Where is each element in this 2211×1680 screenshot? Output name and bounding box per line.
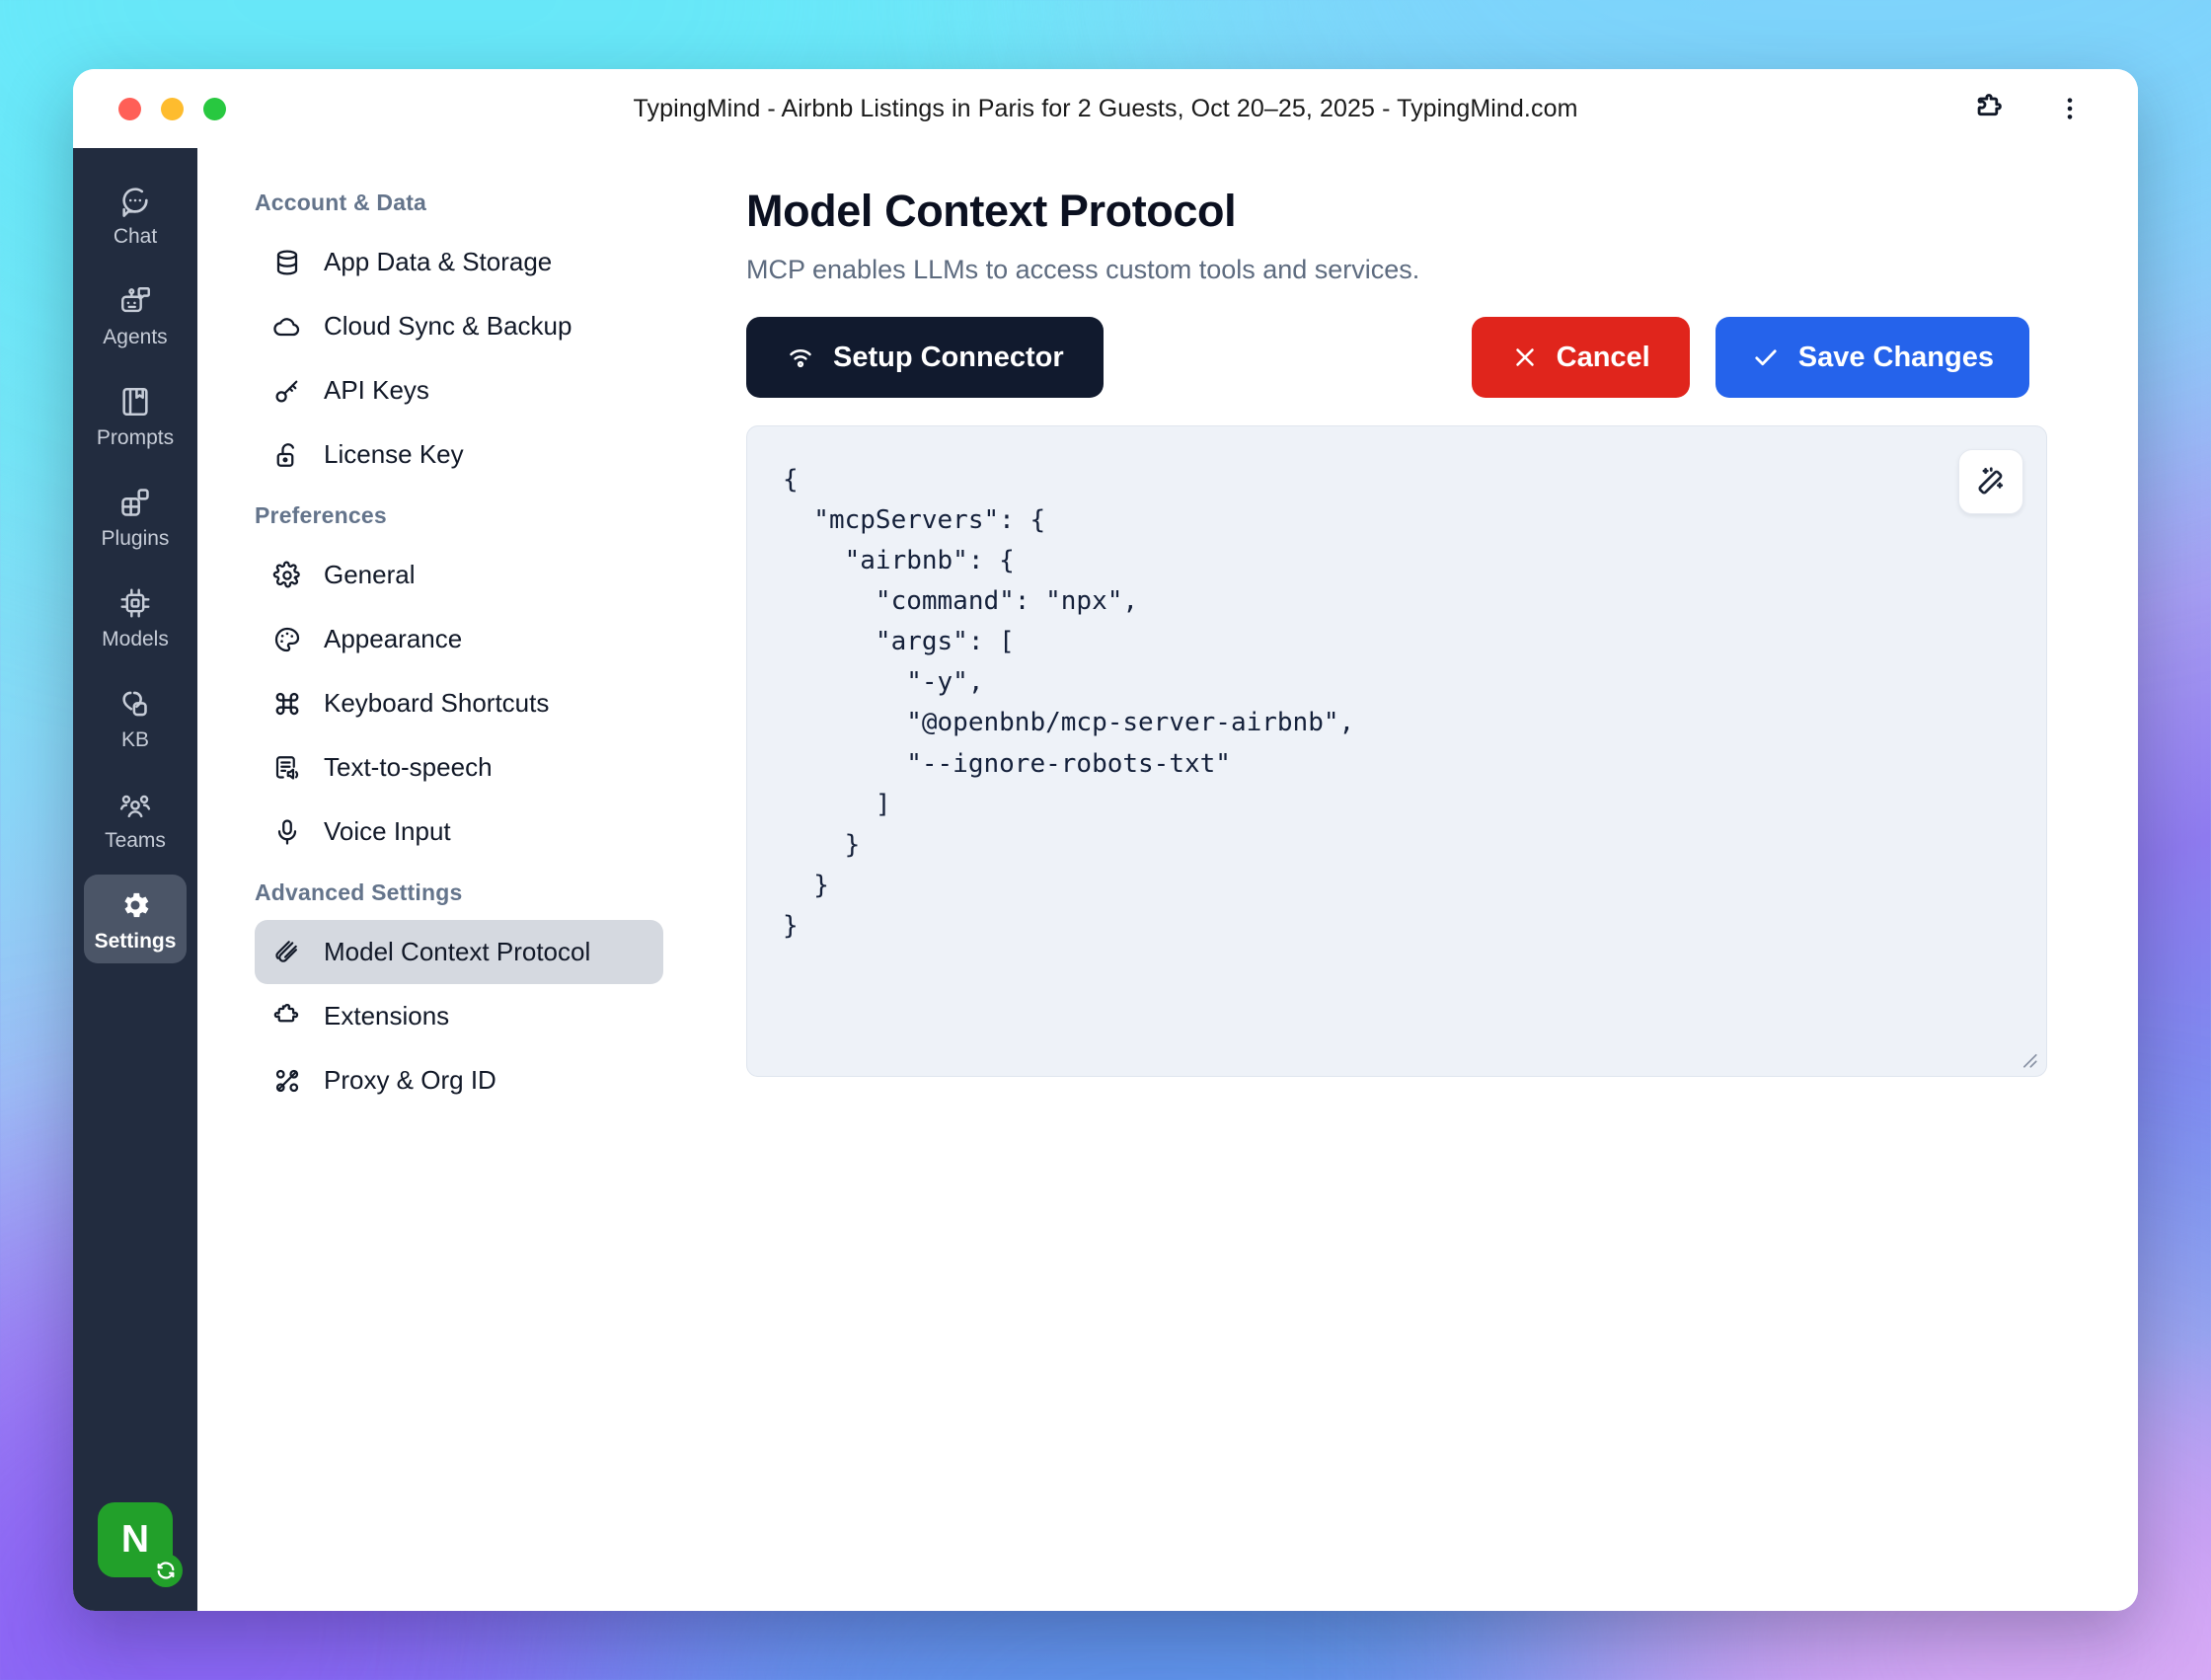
nav-item-model-context-protocol[interactable]: Model Context Protocol	[255, 920, 663, 984]
nav-item-label: Appearance	[324, 624, 463, 653]
layers-icon	[118, 687, 152, 721]
wifi-icon	[786, 343, 815, 372]
setup-connector-button[interactable]: Setup Connector	[746, 317, 1104, 398]
sync-icon	[149, 1554, 183, 1587]
rail-item-plugins[interactable]: Plugins	[84, 472, 187, 561]
close-window-button[interactable]	[118, 97, 141, 120]
page-subtitle: MCP enables LLMs to access custom tools …	[746, 255, 1420, 284]
nav-item-label: Keyboard Shortcuts	[324, 688, 550, 718]
nav-group-title-preferences: Preferences	[255, 502, 387, 528]
settings-nav: Account & Data App Data & Storage	[197, 148, 691, 1611]
maximize-window-button[interactable]	[203, 97, 226, 120]
traffic-lights	[103, 97, 226, 120]
rail-item-label: Plugins	[101, 527, 170, 550]
nav-group-title-advanced: Advanced Settings	[255, 879, 463, 905]
nav-item-label: Cloud Sync & Backup	[324, 311, 572, 341]
nav-item-appearance[interactable]: Appearance	[255, 607, 663, 671]
nav-item-general[interactable]: General	[255, 543, 663, 607]
nav-item-cloud-sync-backup[interactable]: Cloud Sync & Backup	[255, 294, 663, 358]
cancel-label: Cancel	[1556, 341, 1650, 373]
window-titlebar: TypingMind - Airbnb Listings in Paris fo…	[73, 69, 2138, 148]
nodes-icon	[272, 1066, 302, 1096]
primary-nav-rail: Chat Agents	[73, 148, 197, 1611]
rail-item-chat[interactable]: Chat	[84, 170, 187, 259]
database-icon	[272, 248, 302, 277]
nav-item-label: License Key	[324, 439, 464, 469]
rail-item-models[interactable]: Models	[84, 573, 187, 661]
rail-item-label: Prompts	[96, 426, 175, 449]
nav-item-label: App Data & Storage	[324, 247, 553, 276]
nav-item-label: Proxy & Org ID	[324, 1065, 496, 1095]
nav-group-title-account: Account & Data	[255, 190, 427, 215]
nav-item-app-data-storage[interactable]: App Data & Storage	[255, 230, 663, 294]
action-bar: Setup Connector Cancel	[746, 317, 2029, 398]
puzzle-icon	[272, 1002, 302, 1031]
app-window: TypingMind - Airbnb Listings in Paris fo…	[73, 69, 2138, 1611]
rail-item-label: Models	[102, 628, 169, 650]
mcp-config-textarea[interactable]	[746, 425, 2047, 1077]
extension-puzzle-icon[interactable]	[1972, 92, 2006, 125]
nav-item-label: Model Context Protocol	[324, 937, 591, 966]
palette-icon	[272, 625, 302, 654]
nav-item-label: Extensions	[324, 1001, 450, 1031]
book-icon	[118, 385, 152, 419]
rail-item-label: Teams	[105, 829, 166, 852]
nav-item-license-key[interactable]: License Key	[255, 422, 663, 487]
nav-item-api-keys[interactable]: API Keys	[255, 358, 663, 422]
titlebar-actions	[1972, 92, 2108, 125]
unlock-icon	[272, 440, 302, 470]
mcp-config-editor-wrapper	[746, 425, 2047, 1077]
check-icon	[1751, 343, 1781, 372]
cloud-icon	[272, 312, 302, 342]
minimize-window-button[interactable]	[161, 97, 184, 120]
nav-item-proxy-org-id[interactable]: Proxy & Org ID	[255, 1048, 663, 1112]
chip-icon	[118, 586, 152, 620]
rail-item-prompts[interactable]: Prompts	[84, 371, 187, 460]
nav-item-voice-input[interactable]: Voice Input	[255, 800, 663, 864]
window-title: TypingMind - Airbnb Listings in Paris fo…	[633, 94, 1578, 122]
plugins-grid-icon	[118, 486, 152, 519]
x-icon	[1511, 344, 1539, 371]
cancel-button[interactable]: Cancel	[1471, 317, 1690, 398]
nav-item-text-to-speech[interactable]: Text-to-speech	[255, 735, 663, 800]
rail-item-label: Agents	[103, 326, 168, 348]
nav-item-extensions[interactable]: Extensions	[255, 984, 663, 1048]
page-title: Model Context Protocol	[746, 186, 1237, 236]
rail-item-label: Settings	[94, 930, 177, 953]
rail-item-agents[interactable]: Agents	[84, 270, 187, 359]
nav-item-keyboard-shortcuts[interactable]: Keyboard Shortcuts	[255, 671, 663, 735]
gear-icon	[118, 888, 152, 922]
rail-item-settings[interactable]: Settings	[84, 875, 187, 963]
chat-bubble-icon	[118, 184, 152, 217]
nav-item-label: General	[324, 560, 416, 589]
nav-item-label: Voice Input	[324, 816, 451, 846]
paperclip-stack-icon	[272, 938, 302, 967]
rail-item-kb[interactable]: KB	[84, 673, 187, 762]
rail-item-label: Chat	[113, 225, 158, 248]
nav-item-label: Text-to-speech	[324, 752, 493, 782]
agents-robot-icon	[118, 284, 152, 318]
users-icon	[118, 788, 152, 821]
rail-item-label: KB	[120, 728, 149, 751]
speaker-doc-icon	[272, 753, 302, 783]
gear-icon	[272, 561, 302, 590]
key-icon	[272, 376, 302, 406]
save-changes-button[interactable]: Save Changes	[1715, 317, 2029, 398]
magic-wand-icon[interactable]	[1958, 449, 2023, 514]
setup-connector-label: Setup Connector	[833, 341, 1064, 373]
window-body: Chat Agents	[73, 148, 2138, 1611]
rail-item-teams[interactable]: Teams	[84, 774, 187, 863]
user-avatar-wrapper[interactable]: N	[98, 1502, 183, 1587]
nav-item-label: API Keys	[324, 375, 429, 405]
main-content: Model Context Protocol MCP enables LLMs …	[691, 148, 2138, 1611]
save-changes-label: Save Changes	[1797, 341, 1994, 373]
more-options-icon[interactable]	[2053, 92, 2087, 125]
microphone-icon	[272, 817, 302, 847]
command-icon	[272, 689, 302, 719]
